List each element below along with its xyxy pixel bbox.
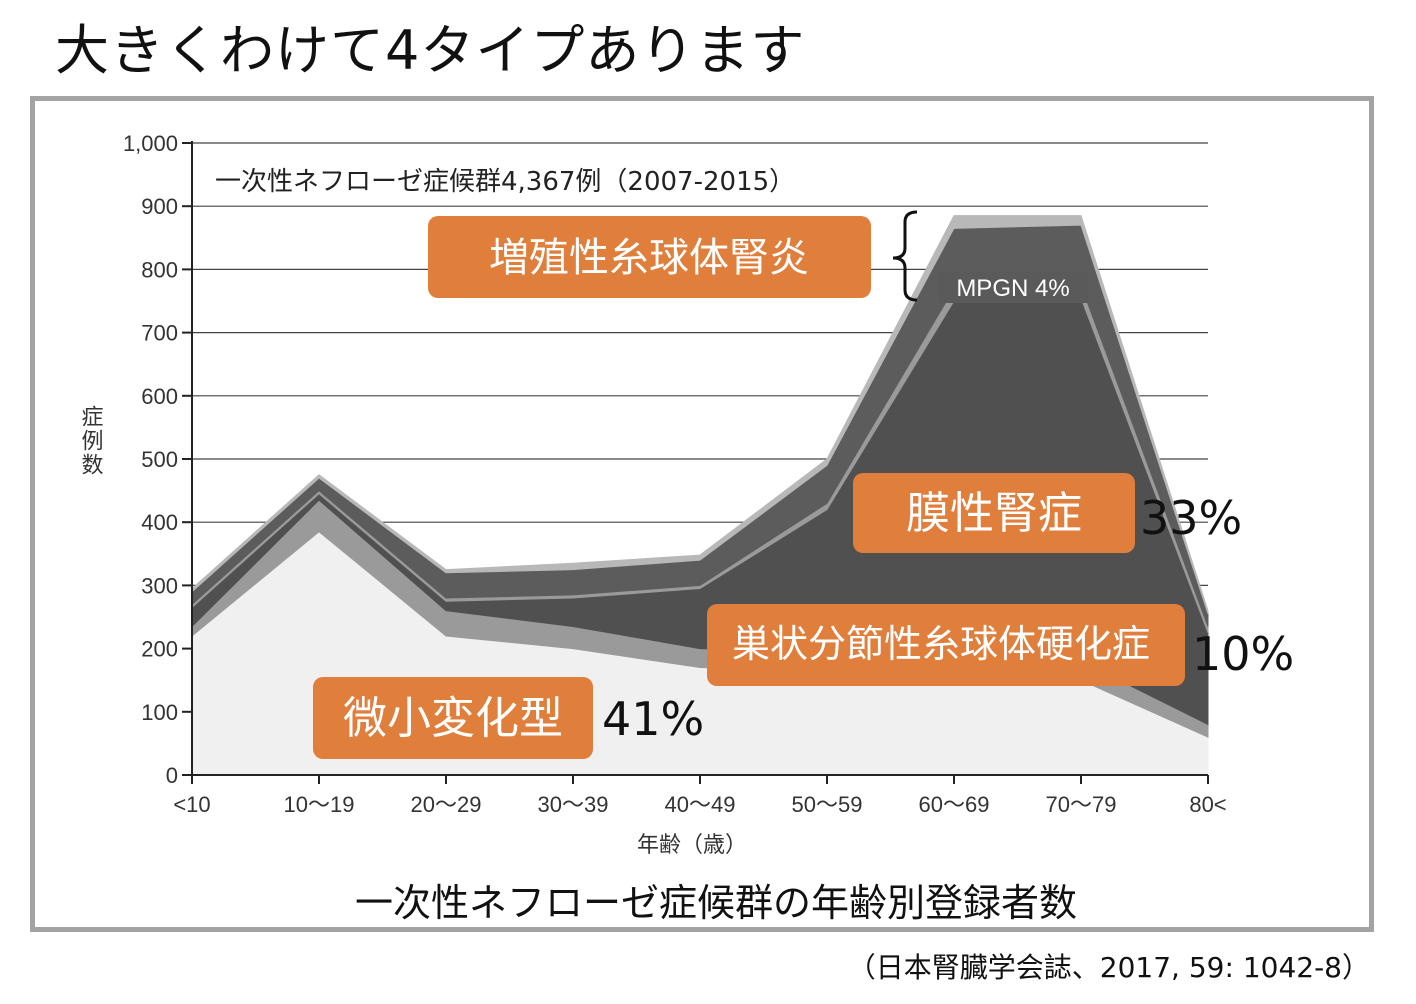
x-tick-label-8: 80< xyxy=(1189,792,1226,817)
y-axis-label-text: 症例数 xyxy=(78,405,104,477)
citation: （日本腎臓学会誌、2017, 59: 1042-8） xyxy=(847,951,1370,984)
callout-mcd: 微小変化型 xyxy=(313,677,593,759)
x-tick-label-0: <10 xyxy=(173,792,210,817)
callout-proliferative-box xyxy=(428,216,871,298)
x-tick-label-1: 10〜19 xyxy=(284,792,355,817)
y-tick-labels: 0 100 200 300 400 500 600 700 800 900 1,000 xyxy=(123,131,178,788)
chart-title: 一次性ネフローゼ症候群の年齢別登録者数 xyxy=(355,881,1077,925)
x-tick-label-6: 60〜69 xyxy=(919,792,990,817)
y-tick-label-7: 700 xyxy=(141,321,178,346)
x-tick-label-2: 20〜29 xyxy=(411,792,482,817)
callout-fsgs: 巣状分節性糸球体硬化症 xyxy=(707,604,1185,686)
y-tick-label-6: 600 xyxy=(141,384,178,409)
x-tick-label-5: 50〜59 xyxy=(792,792,863,817)
fsgs-percent: 10% xyxy=(1192,627,1294,681)
chart-frame: <10 10〜19 20〜29 30〜39 40〜49 50〜59 60〜69 70〜79 80… xyxy=(30,96,1374,932)
area-top xyxy=(191,215,1209,614)
callout-membranous-text: 膜性腎症 xyxy=(906,488,1082,539)
callout-fsgs-box xyxy=(707,604,1185,686)
callout-proliferative-text: 増殖性糸球体腎炎 xyxy=(489,235,809,281)
mpgn-label-text: MPGN 4% xyxy=(956,275,1069,302)
x-tick-labels: <10 10〜19 20〜29 30〜39 40〜49 50〜59 60〜69 70〜79 80… xyxy=(173,792,1226,817)
callout-membranous: 膜性腎症 xyxy=(853,473,1135,553)
callout-mcd-text: 微小変化型 xyxy=(343,693,563,744)
membranous-percent: 33% xyxy=(1140,491,1242,545)
brace-icon xyxy=(892,210,918,302)
callout-membranous-box xyxy=(853,473,1135,553)
chart: <10 10〜19 20〜29 30〜39 40〜49 50〜59 60〜69 70〜79 80… xyxy=(78,131,1295,925)
y-tick-label-4: 400 xyxy=(141,510,178,535)
y-tick-label-10: 1,000 xyxy=(123,131,178,156)
y-axis-label: 症例数 xyxy=(78,405,104,477)
mcd-percent: 41% xyxy=(602,692,704,746)
x-tick-label-3: 30〜39 xyxy=(538,792,609,817)
y-tick-label-5: 500 xyxy=(141,447,178,472)
y-tick-label-1: 100 xyxy=(141,700,178,725)
x-axis-label: 年齢（歳） xyxy=(637,833,747,858)
callout-fsgs-text: 巣状分節性糸球体硬化症 xyxy=(732,622,1150,666)
y-tick-label-8: 800 xyxy=(141,257,178,282)
x-tick-label-7: 70〜79 xyxy=(1046,792,1117,817)
callout-proliferative: 増殖性糸球体腎炎 xyxy=(428,216,871,298)
slide-title: 大きくわけて4タイプあります xyxy=(55,19,806,82)
chart-subtitle: 一次性ネフローゼ症候群4,367例（2007-2015） xyxy=(215,167,795,197)
mpgn-label: MPGN 4% xyxy=(938,271,1088,303)
y-tick-label-3: 300 xyxy=(141,573,178,598)
y-tick-label-0: 0 xyxy=(166,763,178,788)
x-tick-label-4: 40〜49 xyxy=(665,792,736,817)
y-tick-label-2: 200 xyxy=(141,637,178,662)
mpgn-label-box xyxy=(938,271,1088,303)
y-tick-label-9: 900 xyxy=(141,194,178,219)
callout-mcd-box xyxy=(313,677,593,759)
axes xyxy=(182,141,1209,784)
